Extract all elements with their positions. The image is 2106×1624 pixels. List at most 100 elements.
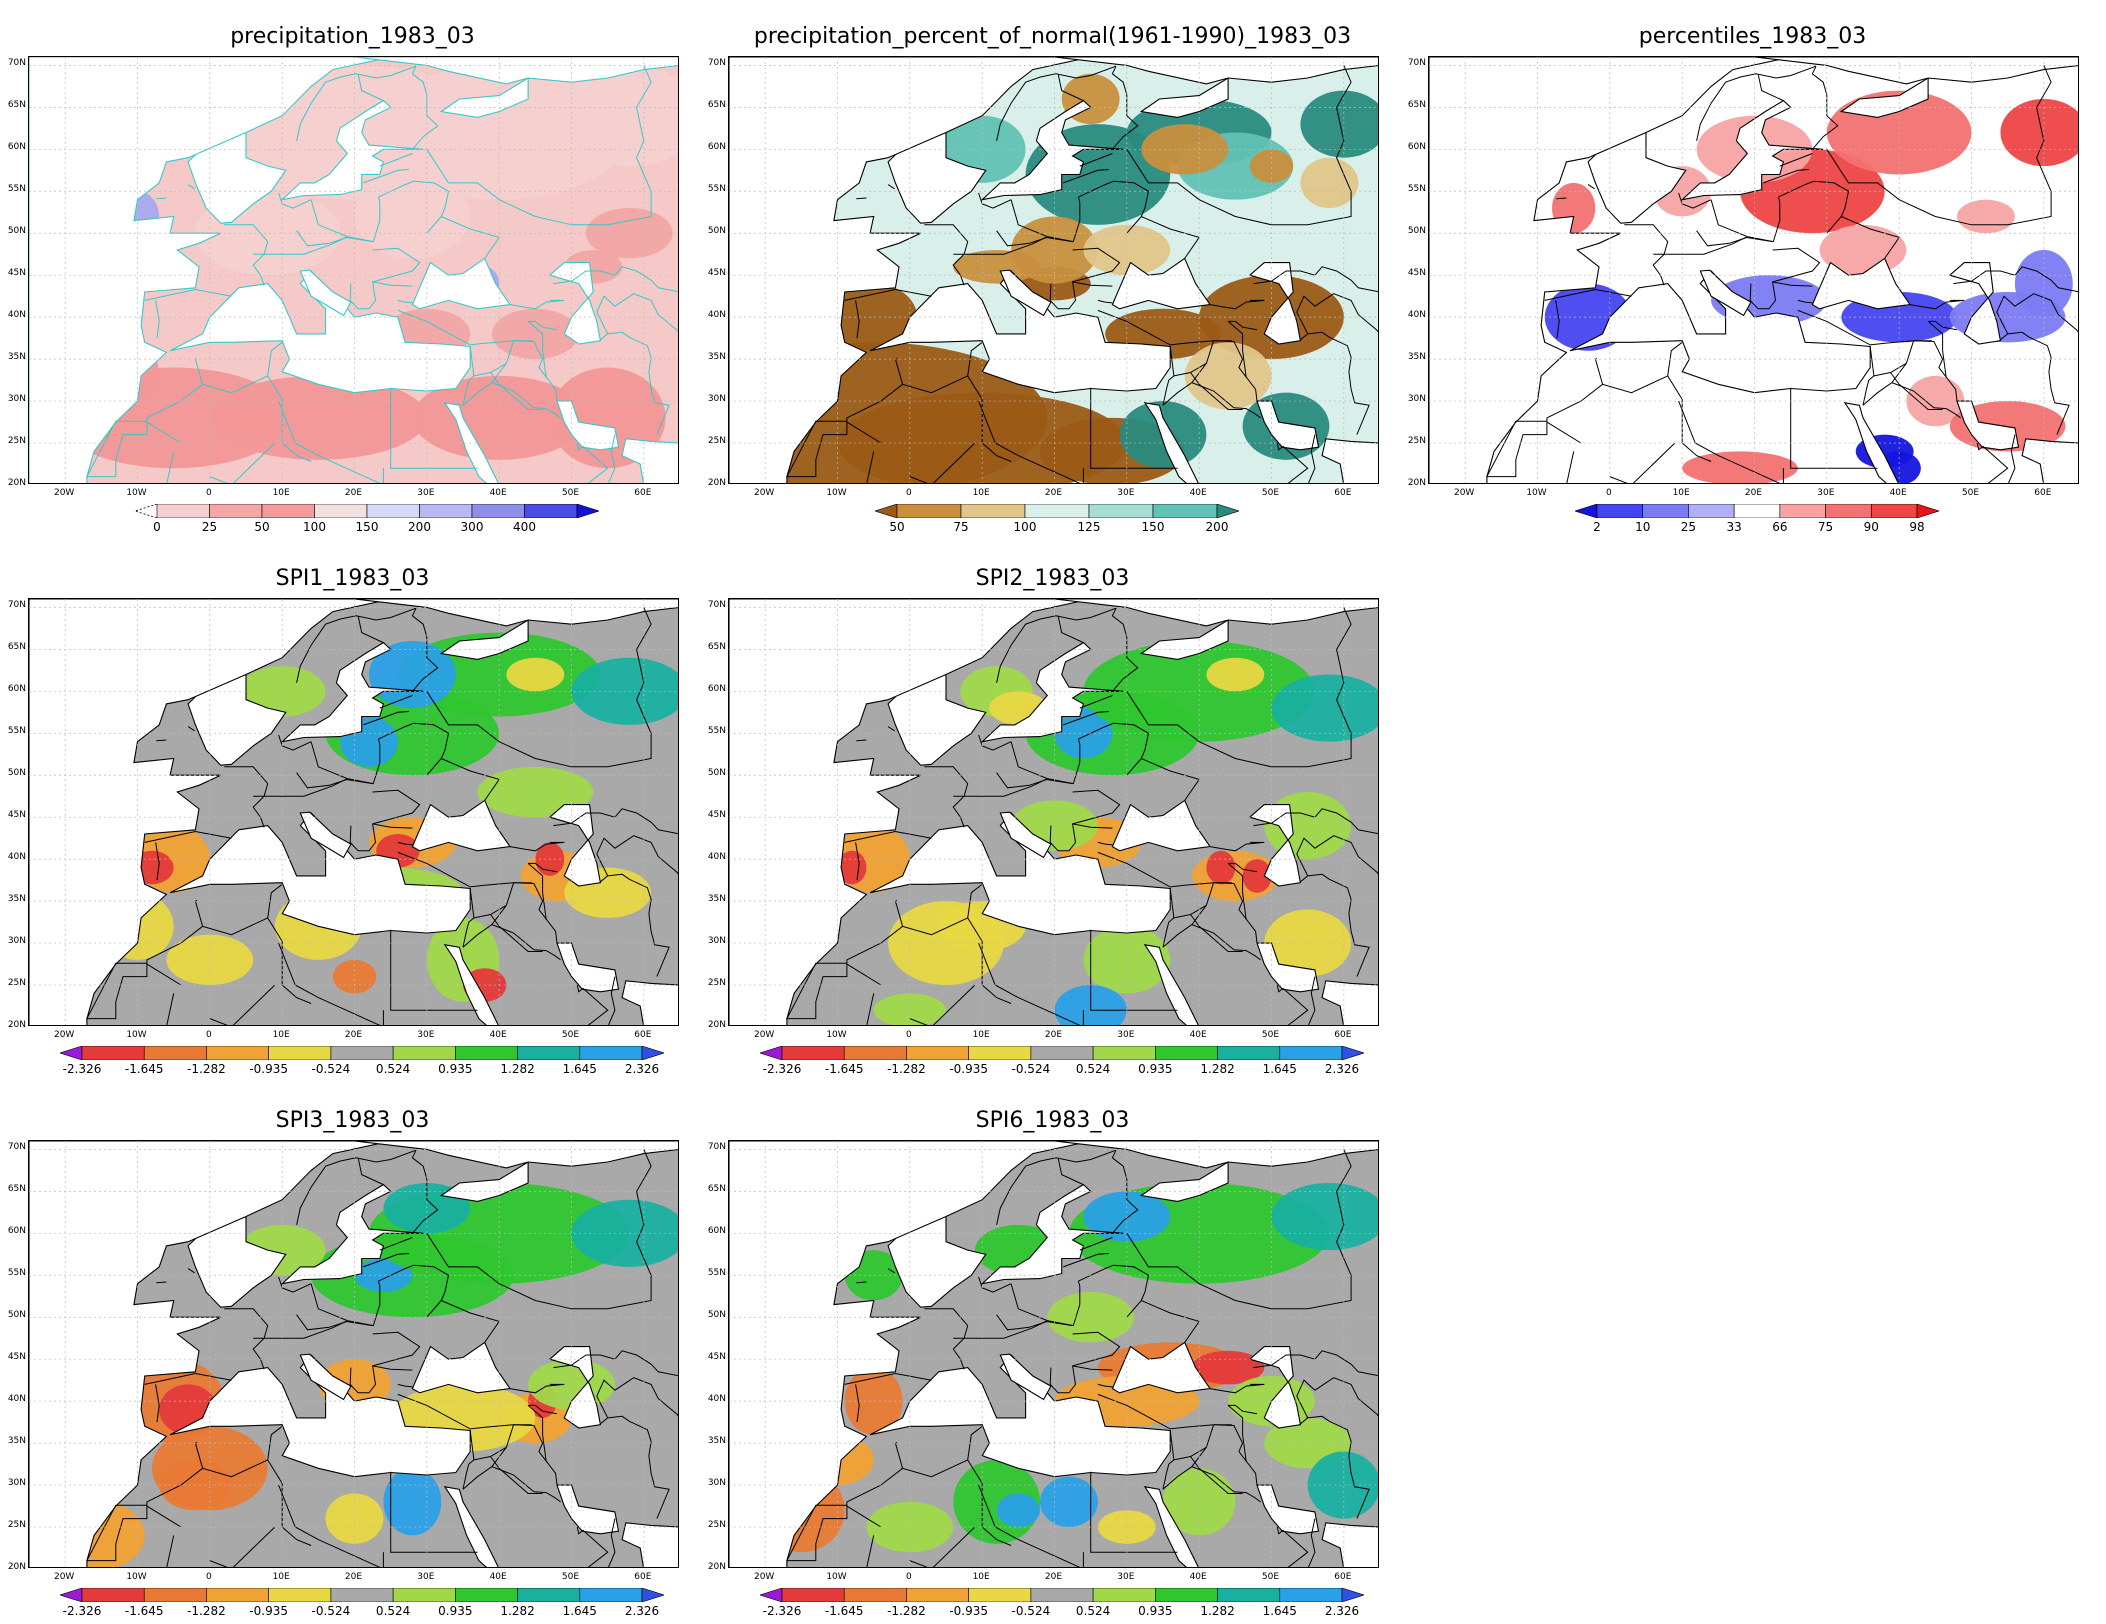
colorbar-segment bbox=[209, 503, 263, 519]
lat-tick-label: 40N bbox=[707, 310, 726, 321]
field-blob bbox=[1040, 1476, 1098, 1528]
lat-tick-label: 20N bbox=[707, 1020, 726, 1030]
lon-tick-label: 0 bbox=[1605, 488, 1612, 498]
colorbar-segment bbox=[471, 503, 525, 519]
lon-tick-label: 20W bbox=[53, 1572, 75, 1582]
colorbar-segment bbox=[1092, 1045, 1156, 1061]
lon-tick-label: 10E bbox=[972, 1030, 990, 1040]
border-line bbox=[855, 842, 860, 881]
border-line bbox=[1296, 835, 1378, 877]
colorbar-segment bbox=[1779, 503, 1826, 519]
border-line bbox=[363, 169, 409, 184]
border-line bbox=[278, 1484, 381, 1567]
border-line bbox=[462, 1430, 475, 1490]
map-plot bbox=[728, 598, 1379, 1026]
border-line bbox=[1049, 247, 1121, 310]
lon-tick-label: 30E bbox=[417, 1030, 435, 1040]
border-line bbox=[1891, 340, 1915, 383]
border-line bbox=[426, 215, 501, 259]
sea-redsea bbox=[1143, 1486, 1199, 1567]
border-line bbox=[278, 942, 381, 1025]
sea-black bbox=[1811, 257, 1911, 310]
colorbar-segment bbox=[517, 1045, 581, 1061]
field-blob bbox=[1184, 342, 1272, 410]
colorbar-label: 0.935 bbox=[1138, 1062, 1173, 1076]
border-line bbox=[1078, 722, 1150, 759]
colorbar: 50 75 100 125 150 200 bbox=[874, 503, 1240, 534]
border-line bbox=[909, 442, 976, 483]
colorbar-segment bbox=[1596, 503, 1644, 519]
sea-whitesea bbox=[439, 77, 529, 118]
border-line bbox=[1862, 346, 1875, 406]
lon-tick-label: 40E bbox=[489, 488, 507, 498]
colorbar-label: 1.282 bbox=[500, 1604, 535, 1618]
panel-title: SPI3_1983_03 bbox=[275, 1108, 430, 1133]
panel-title: precipitation_percent_of_normal(1961-199… bbox=[753, 24, 1352, 49]
lat-tick-label: 60N bbox=[707, 1226, 726, 1237]
colorbar-arrow-left bbox=[59, 1587, 83, 1603]
panel-percentiles: percentiles_1983_03 70N 65N 60N 55N 50N 45N 40… bbox=[1400, 20, 2105, 540]
border-line bbox=[1126, 757, 1201, 801]
sea-whitesea bbox=[1139, 1161, 1229, 1202]
border-line bbox=[253, 778, 373, 797]
lon-tick-label: 20W bbox=[53, 488, 75, 498]
border-line bbox=[1609, 442, 1676, 483]
border-line bbox=[1063, 1253, 1109, 1268]
lon-tick-label: 10W bbox=[126, 1572, 147, 1582]
lat-tick-label: 60N bbox=[707, 684, 726, 695]
colorbar-label: -0.524 bbox=[311, 1062, 351, 1076]
lon-tick-label: 10E bbox=[272, 488, 290, 498]
colorbar-segment bbox=[455, 1045, 518, 1061]
border-line bbox=[1010, 196, 1081, 243]
field-blob bbox=[1957, 199, 2015, 234]
lat-tick-label: 50N bbox=[707, 768, 726, 779]
border-line bbox=[856, 1281, 867, 1284]
border-line bbox=[600, 331, 670, 435]
border-line bbox=[1191, 882, 1215, 925]
lon-tick-label: 30E bbox=[1117, 488, 1135, 498]
lon-tick-label: 10W bbox=[1526, 488, 1547, 498]
lat-tick-label: 40N bbox=[707, 852, 726, 863]
border-line bbox=[1162, 924, 1261, 961]
border-line bbox=[146, 925, 203, 986]
colorbar-segment bbox=[1279, 1045, 1343, 1061]
border-line bbox=[363, 711, 409, 726]
colorbar-label: 25 bbox=[1680, 520, 1697, 534]
sea-gulf bbox=[1956, 400, 2020, 451]
lon-tick-label: 30E bbox=[417, 1572, 435, 1582]
lat-tick-label: 25N bbox=[707, 978, 726, 989]
border-line bbox=[2008, 434, 2016, 483]
border-line bbox=[296, 1149, 417, 1226]
colorbar-label: 50 bbox=[889, 520, 905, 534]
colorbar-label: 2.326 bbox=[1324, 1604, 1360, 1618]
border-line bbox=[996, 230, 1048, 247]
lon-tick-label: 60E bbox=[1334, 488, 1352, 498]
lon-tick-label: 20E bbox=[1044, 1572, 1063, 1582]
sea-med bbox=[169, 1354, 471, 1478]
colorbar-segment bbox=[81, 1045, 145, 1061]
border-line bbox=[209, 442, 276, 483]
border-line bbox=[527, 1405, 547, 1462]
sea-redsea bbox=[1843, 402, 1899, 483]
colorbar-label: 98 bbox=[1909, 520, 1925, 534]
colorbar-segment bbox=[81, 1587, 145, 1603]
border-line bbox=[1162, 1430, 1175, 1490]
border-line bbox=[978, 1276, 1012, 1293]
border-line bbox=[426, 1299, 501, 1343]
lat-tick-label: 20N bbox=[7, 1562, 26, 1572]
border-line bbox=[1057, 1157, 1084, 1186]
lat-tick-label: 60N bbox=[7, 1226, 26, 1237]
lat-tick-label: 40N bbox=[7, 1394, 26, 1405]
panel-title: SPI1_1983_03 bbox=[275, 566, 430, 591]
lon-tick-label: 40E bbox=[1189, 1572, 1207, 1582]
border-line bbox=[1126, 607, 1352, 768]
lon-tick-label: 30E bbox=[1117, 1030, 1135, 1040]
lon-tick-label: 50E bbox=[561, 1572, 580, 1582]
border-line bbox=[608, 1518, 616, 1567]
border-line bbox=[144, 830, 232, 843]
lat-tick-label: 20N bbox=[7, 478, 26, 488]
lon-tick-label: 10E bbox=[972, 488, 990, 498]
border-line bbox=[866, 1535, 875, 1567]
colorbar-label: 1.645 bbox=[562, 1604, 597, 1618]
field-blob bbox=[506, 657, 565, 692]
